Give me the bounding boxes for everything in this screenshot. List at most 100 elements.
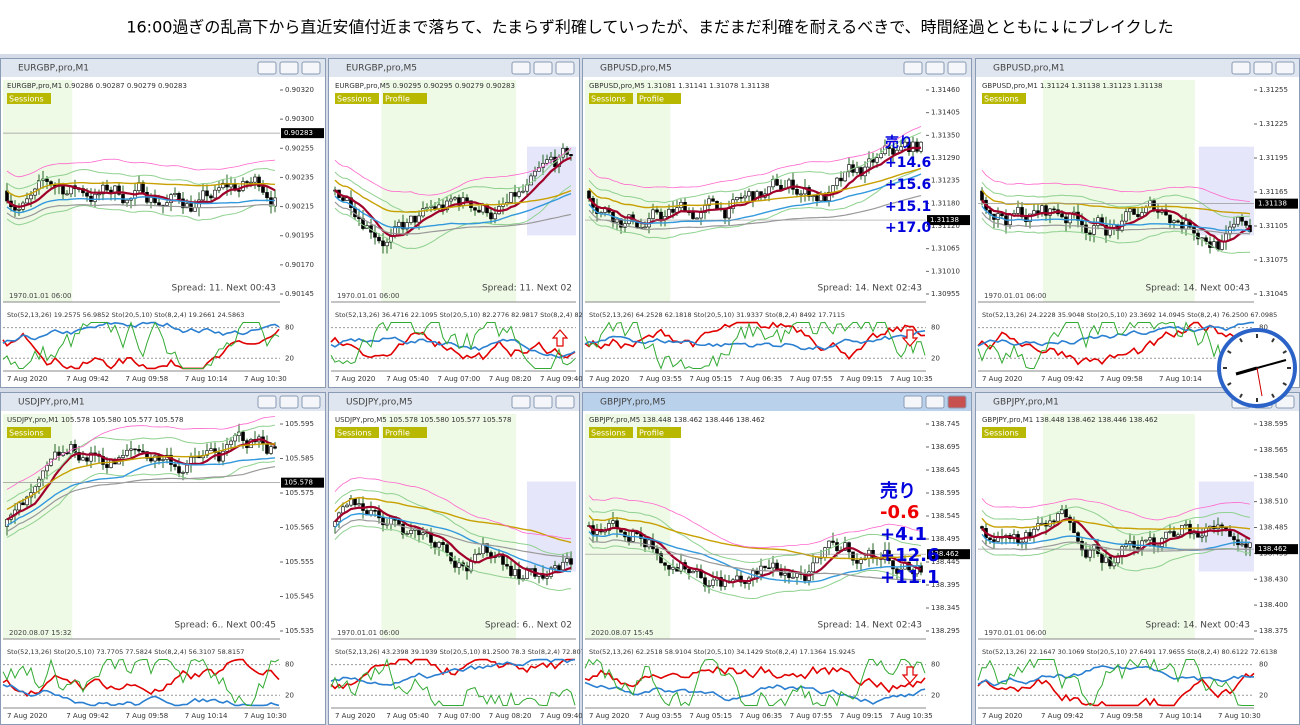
minimize-button[interactable] [257,395,277,409]
clock-mark [1271,393,1275,398]
moving-average [6,183,276,208]
candle-body [915,141,919,152]
spread-info: Spread: 11. Next 02 [482,284,572,294]
candle-body [453,560,457,568]
candle-body [489,212,493,220]
moving-average [6,196,276,214]
moving-average [588,524,922,584]
title-bar [583,393,971,411]
candle-body [273,446,277,449]
close-button[interactable] [555,61,575,75]
spread-info: Spread: 14. Next 02:43 [817,284,922,294]
time-tick-label: 7 Aug 05:15 [689,712,732,720]
time-tick-label: 7 Aug 08:20 [489,712,532,720]
moving-average [334,192,572,229]
candle-body [137,449,141,452]
candle-body [413,215,417,223]
candle-body [509,192,513,203]
candle-body [501,554,505,565]
moving-average [334,477,572,540]
maximize-button[interactable] [533,395,553,409]
candle-body [1168,531,1172,533]
candle-body [899,146,903,151]
candle-body [173,464,177,467]
oscillator-line [330,336,576,359]
moving-average [588,167,922,209]
candle-body [707,198,711,206]
moving-average [588,507,922,563]
window-title: USDJPY,pro,M1 [18,398,85,408]
candle-body [569,558,573,565]
candle-body [149,458,153,462]
candle-body [81,457,85,461]
candle-body [253,176,257,183]
oscillator-line [977,672,1255,707]
symbol-info: USDJPY,pro,M5 105.578 105.580 105.577 10… [335,416,511,424]
candle-body [529,568,533,570]
oscillator-line [2,321,280,345]
moving-average [981,517,1251,530]
moving-average [334,496,572,544]
minimize-button[interactable] [1231,61,1251,75]
maximize-button[interactable] [533,61,553,75]
moving-average [981,211,1251,235]
close-button[interactable] [301,61,321,75]
oscillator-info: Sto(52,13,26) 62.2518 58.9104 Sto(20,5,1… [589,648,855,656]
candle-body [1136,547,1140,550]
candle-body [141,182,145,193]
candle-body [265,192,269,199]
minimize-button[interactable] [257,61,277,75]
candle-body [799,193,803,196]
price-tick-label: 1.31180 [931,199,960,207]
price-tick-label: 1.31350 [931,131,960,139]
time-tick-label: 7 Aug 10:14 [1159,375,1202,383]
close-button[interactable] [301,395,321,409]
price-tick-label: 138.540 [1259,472,1288,480]
minimize-button[interactable] [511,395,531,409]
price-tick-label: 1.31225 [1259,120,1288,128]
close-button[interactable] [947,61,967,75]
clock-mark [1271,338,1275,343]
candle-body [855,167,859,173]
oscillator-line [2,328,280,370]
maximize-button[interactable] [279,61,299,75]
close-button[interactable] [947,395,967,409]
candle-body [553,565,557,569]
price-tick-label: 138.510 [1259,498,1288,506]
candle-body [827,191,831,201]
time-tick-label: 7 Aug 2020 [7,712,47,720]
maximize-button[interactable] [925,395,945,409]
minimize-button[interactable] [511,61,531,75]
spread-info: Spread: 6.. Next 00:45 [174,621,276,631]
oscillator-line [584,321,926,370]
moving-average [981,542,1251,572]
close-button[interactable] [1275,61,1295,75]
candle-body [1136,214,1140,217]
indicator-label: Sessions [337,95,372,104]
candle-body [763,565,767,569]
candle-body [509,565,513,576]
candle-body [655,548,659,554]
candle-body [417,215,421,223]
window-title: EURGBP,pro,M5 [346,64,417,74]
candle-body [727,208,731,219]
minimize-button[interactable] [903,61,923,75]
maximize-button[interactable] [279,395,299,409]
current-price: 1.31138 [930,216,959,224]
close-button[interactable] [555,395,575,409]
candle-body [545,576,549,579]
candle-body [17,502,21,511]
candle-body [1000,213,1004,217]
moving-average [334,147,572,196]
maximize-button[interactable] [1253,61,1273,75]
candle-body [153,455,157,462]
candle-body [513,569,517,576]
candle-body [545,159,549,164]
candle-body [65,193,69,196]
minimize-button[interactable] [903,395,923,409]
current-price: 138.462 [1258,545,1287,553]
trade-annotation: 売り [885,134,913,151]
maximize-button[interactable] [925,61,945,75]
candle-body [1084,224,1088,234]
indicator-label-bg [7,427,51,438]
